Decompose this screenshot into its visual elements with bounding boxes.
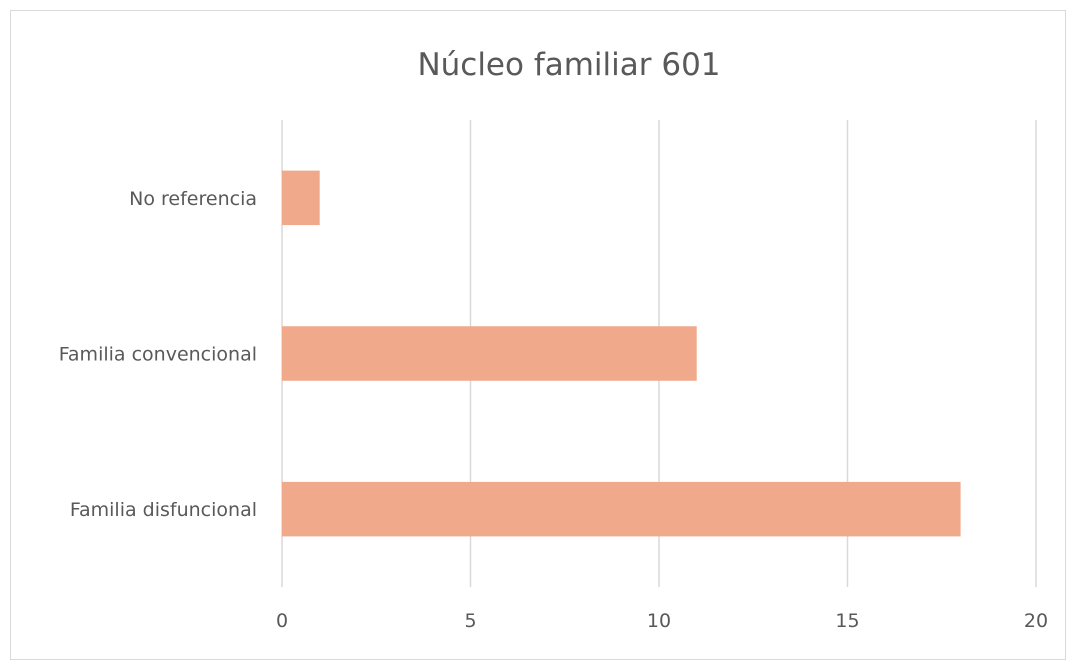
- bar-no-referencia: [282, 170, 320, 226]
- bar-familia-disfuncional: [282, 481, 961, 537]
- category-label: Familia disfuncional: [70, 499, 257, 521]
- x-tick-label: 15: [835, 610, 859, 632]
- tick-labels: 0 5 10 15 20: [276, 610, 1048, 632]
- bar-layer: [282, 170, 961, 537]
- category-label: No referencia: [129, 188, 257, 210]
- x-tick-label: 10: [647, 610, 671, 632]
- chart-title: Núcleo familiar 601: [417, 47, 720, 83]
- category-label: Familia convencional: [59, 344, 257, 366]
- x-tick-label: 0: [276, 610, 288, 632]
- x-tick-label: 5: [464, 610, 476, 632]
- bar-familia-convencional: [282, 326, 697, 381]
- category-labels: No referencia Familia convencional Familia…: [59, 188, 257, 521]
- x-tick-label: 20: [1024, 610, 1048, 632]
